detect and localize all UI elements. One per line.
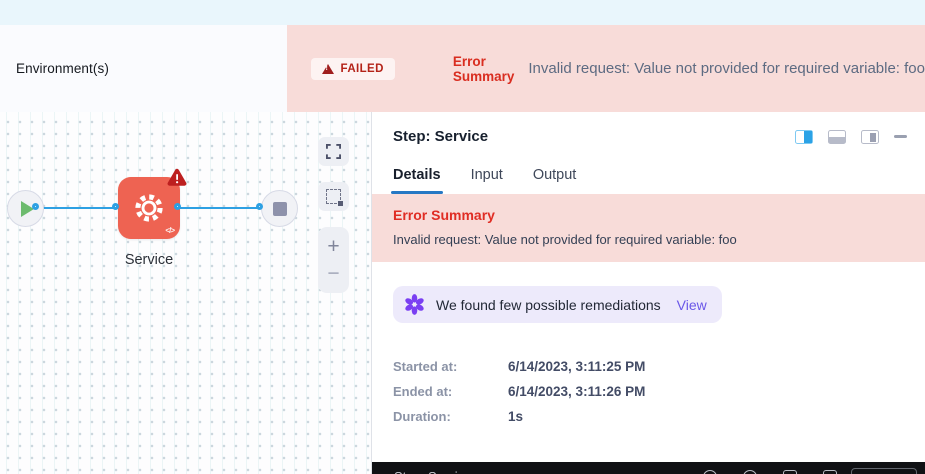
- console-action-button[interactable]: [851, 468, 917, 474]
- fullscreen-icon[interactable]: [783, 469, 797, 474]
- environments-section: Environment(s): [0, 25, 287, 112]
- stop-icon: [272, 201, 287, 216]
- top-strip: [0, 0, 925, 25]
- end-node[interactable]: [261, 190, 298, 227]
- tab-input[interactable]: Input: [470, 167, 503, 183]
- ai-flower-icon: [405, 294, 424, 315]
- remediation-view-link[interactable]: View: [676, 296, 707, 313]
- panel-title: Step: Service: [393, 128, 489, 145]
- error-summary-message: Invalid request: Value not provided for …: [393, 232, 737, 247]
- start-node[interactable]: [7, 190, 44, 227]
- error-summary-title: Error Summary: [393, 207, 495, 223]
- layout-inset-right-icon[interactable]: [861, 129, 879, 144]
- step-detail-rows: Started at: 6/14/2023, 3:11:25 PM Ended …: [393, 359, 904, 424]
- detail-value: 6/14/2023, 3:11:25 PM: [508, 359, 646, 374]
- service-node[interactable]: </>: [118, 168, 187, 239]
- play-icon: [21, 200, 34, 217]
- workflow-canvas[interactable]: </> Service: [0, 112, 372, 474]
- detail-label: Duration:: [393, 409, 451, 424]
- help-circle-icon[interactable]: [703, 469, 717, 474]
- detail-row-ended: Ended at: 6/14/2023, 3:11:26 PM: [393, 384, 904, 399]
- gear-icon: [135, 194, 163, 222]
- port-service-in[interactable]: [112, 203, 119, 210]
- selection-mode-button[interactable]: [318, 182, 349, 211]
- port-service-out[interactable]: [174, 203, 181, 210]
- console-bar[interactable]: Step: Service: [372, 462, 925, 474]
- environments-label: Environment(s): [16, 61, 109, 76]
- error-summary-block: Error Summary Invalid request: Value not…: [372, 194, 925, 262]
- code-icon: </>: [165, 226, 175, 235]
- error-badge-icon: [166, 168, 188, 192]
- main-area: </> Service: [0, 112, 925, 474]
- detail-label: Started at:: [393, 359, 458, 374]
- gear-icon[interactable]: [743, 469, 757, 474]
- step-details-panel: Step: Service Details Input Output Error…: [372, 112, 925, 474]
- service-node-label: Service: [124, 252, 174, 268]
- remediation-text: We found few possible remediations: [436, 296, 661, 313]
- detail-label: Ended at:: [393, 384, 453, 399]
- port-end-in[interactable]: [256, 203, 263, 210]
- detail-value: 6/14/2023, 3:11:26 PM: [508, 384, 646, 399]
- layout-split-right-icon[interactable]: [795, 129, 813, 144]
- collapse-panel-icon[interactable]: [894, 135, 907, 138]
- status-badge-label: FAILED: [340, 62, 384, 75]
- banner-error-message: Invalid request: Value not provided for …: [528, 60, 925, 77]
- banner-error-summary-label: Error Summary: [452, 53, 515, 84]
- header-row: Environment(s) FAILED Error Summary Inva…: [0, 25, 925, 112]
- console-icons: [703, 469, 837, 474]
- error-banner: FAILED Error Summary Invalid request: Va…: [286, 25, 925, 112]
- detail-row-duration: Duration: 1s: [393, 409, 904, 424]
- status-badge: FAILED: [310, 57, 395, 80]
- panel-tabs: Details Input Output: [372, 153, 925, 194]
- zoom-out-button[interactable]: −: [327, 262, 340, 285]
- expand-icon[interactable]: [823, 469, 837, 474]
- port-start-out[interactable]: [32, 203, 39, 210]
- layout-split-bottom-icon[interactable]: [828, 129, 846, 144]
- warning-triangle-icon: [321, 63, 334, 74]
- fit-view-icon: [326, 144, 341, 159]
- zoom-controls: + −: [318, 227, 349, 293]
- panel-layout-controls: [795, 129, 907, 144]
- fit-view-button[interactable]: [318, 137, 349, 166]
- tab-details[interactable]: Details: [391, 167, 443, 194]
- remediation-pill: We found few possible remediations View: [393, 286, 722, 323]
- detail-row-started: Started at: 6/14/2023, 3:11:25 PM: [393, 359, 904, 374]
- detail-value: 1s: [508, 409, 524, 424]
- selection-box-icon: [326, 189, 343, 206]
- console-title: Step: Service: [394, 469, 471, 474]
- console-content: Step: Service: [372, 462, 925, 474]
- tab-output[interactable]: Output: [532, 167, 577, 183]
- panel-header: Step: Service: [372, 112, 925, 153]
- zoom-in-button[interactable]: +: [327, 235, 340, 258]
